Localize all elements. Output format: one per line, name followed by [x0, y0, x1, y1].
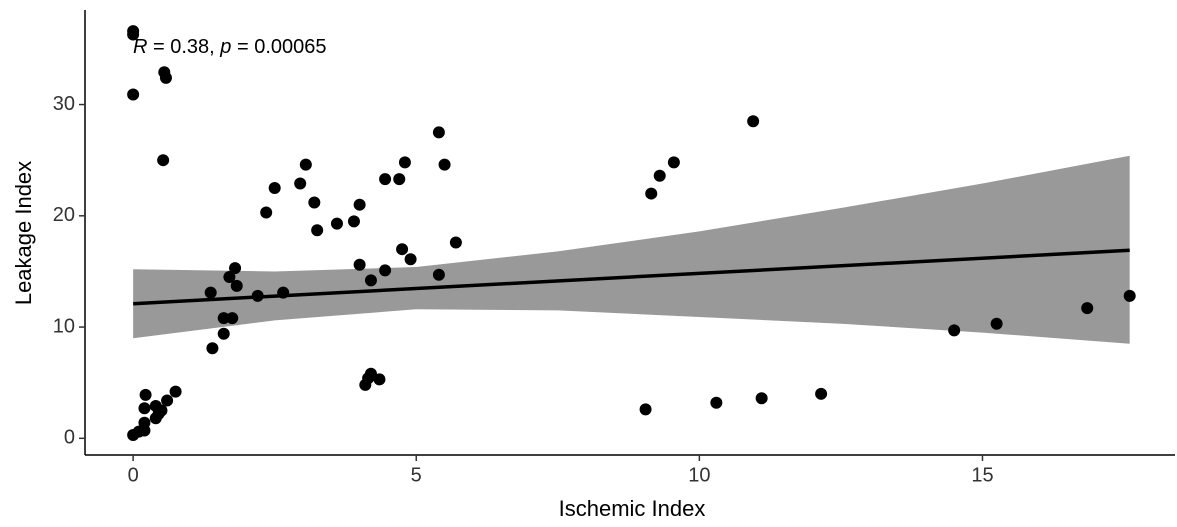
point: [330, 217, 343, 230]
annotation: R = 0.38, p = 0.00065: [133, 36, 327, 58]
point: [226, 312, 239, 325]
point: [223, 271, 236, 283]
point: [449, 236, 462, 249]
confidence-band: [133, 155, 1130, 344]
y-tick-label: 20: [53, 204, 75, 226]
point: [432, 268, 445, 281]
point: [230, 279, 243, 292]
point: [268, 182, 281, 194]
annotation-part: p: [219, 36, 231, 58]
point: [710, 396, 723, 409]
point: [204, 286, 217, 299]
point: [353, 258, 366, 271]
point: [127, 88, 140, 101]
point: [308, 196, 321, 209]
point: [347, 215, 360, 228]
point: [311, 224, 324, 237]
point: [379, 264, 392, 277]
fit-line: [133, 248, 1130, 306]
point: [815, 387, 828, 400]
point: [379, 173, 392, 186]
point: [398, 156, 411, 169]
point: [229, 262, 242, 275]
point: [1123, 289, 1136, 302]
point: [152, 407, 165, 420]
x-tick-label: 10: [688, 464, 710, 486]
point: [206, 342, 219, 355]
point: [755, 392, 768, 405]
point: [157, 154, 170, 167]
point: [432, 126, 445, 139]
point: [438, 158, 451, 171]
y-tick-label: 30: [53, 93, 75, 115]
point: [161, 394, 174, 407]
point: [127, 28, 140, 41]
point: [396, 243, 409, 256]
point: [139, 388, 152, 401]
point: [217, 312, 230, 325]
point: [260, 206, 273, 219]
point: [277, 286, 290, 299]
point: [169, 385, 182, 398]
annotation-part: R: [133, 36, 147, 58]
point: [653, 169, 666, 182]
point: [364, 274, 377, 287]
point: [948, 324, 961, 337]
point: [404, 253, 417, 266]
point: [393, 173, 406, 186]
point: [667, 156, 680, 169]
y-axis-label: Leakage Index: [11, 161, 36, 305]
point: [373, 373, 386, 386]
y-tick-label: 10: [53, 315, 75, 337]
point: [138, 416, 151, 429]
y-tick-label: 0: [64, 427, 75, 449]
point: [138, 402, 151, 415]
point: [294, 177, 307, 190]
point: [1081, 302, 1094, 315]
x-tick-label: 0: [128, 464, 139, 486]
point: [299, 158, 312, 171]
point: [159, 71, 172, 84]
point: [353, 198, 366, 211]
annotation-part: = 0.38,: [147, 36, 220, 58]
point: [645, 187, 658, 200]
point: [990, 317, 1003, 330]
x-tick-label: 15: [971, 464, 993, 486]
point: [364, 367, 377, 380]
point: [251, 289, 264, 302]
point: [639, 403, 652, 416]
x-axis-label: Ischemic Index: [559, 496, 706, 521]
point: [747, 115, 760, 128]
x-tick-label: 5: [411, 464, 422, 486]
point: [217, 327, 230, 340]
annotation-part: = 0.00065: [231, 36, 326, 58]
